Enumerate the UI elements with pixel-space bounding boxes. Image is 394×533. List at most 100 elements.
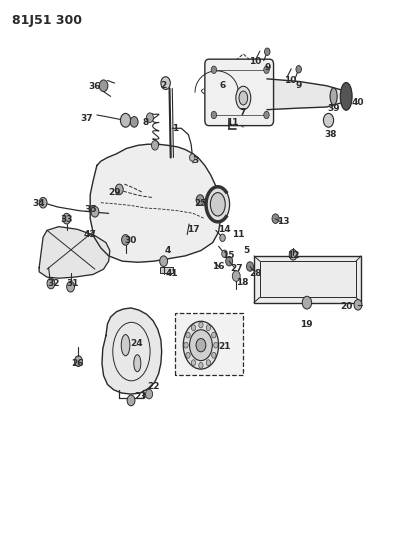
Ellipse shape	[190, 330, 212, 361]
Text: 37: 37	[80, 114, 93, 123]
Circle shape	[323, 114, 334, 127]
Circle shape	[121, 114, 131, 127]
Text: 20: 20	[340, 302, 352, 311]
Text: 41: 41	[165, 269, 178, 278]
Text: 34: 34	[33, 199, 45, 208]
Text: 17: 17	[187, 225, 199, 234]
Text: 1: 1	[172, 124, 178, 133]
Ellipse shape	[239, 91, 248, 105]
Circle shape	[222, 250, 227, 257]
Text: 36: 36	[88, 82, 100, 91]
Circle shape	[145, 389, 152, 399]
Circle shape	[354, 300, 362, 310]
Polygon shape	[175, 313, 243, 375]
Text: 15: 15	[222, 252, 235, 260]
Polygon shape	[90, 144, 221, 262]
Ellipse shape	[199, 322, 203, 328]
Text: 22: 22	[148, 382, 160, 391]
Text: 39: 39	[327, 103, 340, 112]
Text: 31: 31	[66, 279, 78, 288]
Ellipse shape	[191, 325, 196, 330]
FancyBboxPatch shape	[205, 59, 273, 126]
Text: 27: 27	[230, 264, 243, 272]
Ellipse shape	[340, 83, 352, 110]
Ellipse shape	[196, 338, 206, 352]
Circle shape	[67, 281, 74, 292]
Text: 40: 40	[352, 98, 364, 107]
Ellipse shape	[214, 342, 218, 348]
Text: 11: 11	[226, 118, 239, 127]
Circle shape	[211, 111, 217, 119]
Circle shape	[39, 197, 47, 208]
Circle shape	[296, 66, 301, 73]
Ellipse shape	[212, 352, 216, 358]
Circle shape	[122, 235, 130, 245]
Polygon shape	[267, 79, 342, 110]
Text: 26: 26	[71, 359, 84, 368]
Circle shape	[130, 117, 138, 127]
Ellipse shape	[206, 325, 210, 330]
Text: 32: 32	[47, 279, 60, 288]
Circle shape	[146, 113, 153, 123]
Text: 10: 10	[284, 76, 296, 85]
Circle shape	[232, 271, 240, 281]
Ellipse shape	[191, 360, 196, 366]
Text: 38: 38	[324, 130, 337, 139]
Circle shape	[99, 80, 108, 92]
Text: 2: 2	[160, 81, 167, 90]
Ellipse shape	[206, 360, 210, 366]
Text: 35: 35	[84, 205, 97, 214]
Ellipse shape	[134, 355, 141, 372]
Circle shape	[211, 66, 217, 74]
Text: 4: 4	[164, 246, 171, 255]
Text: 16: 16	[212, 262, 225, 271]
Text: 18: 18	[236, 278, 248, 287]
Ellipse shape	[186, 352, 190, 358]
Ellipse shape	[186, 332, 190, 338]
Circle shape	[264, 111, 269, 119]
Text: 6: 6	[219, 81, 226, 90]
Text: 42: 42	[84, 230, 97, 239]
Circle shape	[272, 214, 279, 223]
Circle shape	[115, 184, 123, 195]
Text: 8: 8	[143, 118, 149, 127]
Ellipse shape	[199, 362, 203, 368]
Text: 3: 3	[192, 156, 198, 165]
Text: 19: 19	[300, 320, 312, 329]
Text: 12: 12	[287, 252, 299, 260]
Circle shape	[264, 66, 269, 74]
Ellipse shape	[184, 342, 188, 348]
Text: 33: 33	[60, 215, 73, 224]
Ellipse shape	[206, 186, 230, 222]
Circle shape	[220, 234, 225, 241]
Text: 30: 30	[124, 237, 136, 246]
Text: 81J51 300: 81J51 300	[13, 14, 82, 27]
Ellipse shape	[212, 332, 216, 338]
Text: 13: 13	[277, 217, 290, 226]
Circle shape	[161, 77, 170, 90]
Text: 21: 21	[218, 342, 231, 351]
Ellipse shape	[330, 88, 337, 105]
Text: 5: 5	[243, 246, 249, 255]
Polygon shape	[102, 308, 162, 394]
Circle shape	[47, 278, 55, 289]
Circle shape	[127, 395, 135, 406]
Text: 10: 10	[249, 58, 261, 66]
Text: 9: 9	[296, 81, 302, 90]
Text: 25: 25	[195, 199, 207, 208]
Text: 9: 9	[264, 63, 271, 71]
Text: 28: 28	[250, 269, 262, 278]
Circle shape	[63, 213, 71, 224]
Circle shape	[151, 141, 158, 150]
Circle shape	[91, 206, 99, 217]
Ellipse shape	[121, 335, 130, 356]
Polygon shape	[39, 227, 110, 278]
Text: 7: 7	[239, 108, 245, 117]
Ellipse shape	[210, 192, 225, 216]
Circle shape	[247, 262, 253, 271]
Ellipse shape	[183, 321, 219, 369]
Text: 11: 11	[232, 230, 244, 239]
Circle shape	[226, 256, 233, 266]
Circle shape	[302, 296, 312, 309]
Circle shape	[160, 256, 167, 266]
